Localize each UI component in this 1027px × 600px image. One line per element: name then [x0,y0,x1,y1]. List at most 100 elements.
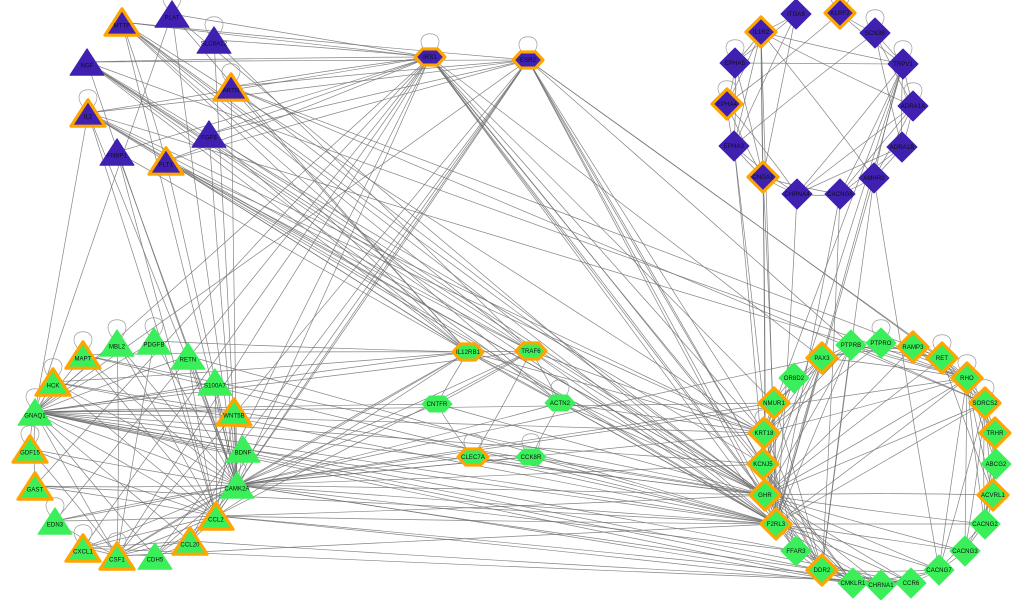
node-shape-diamond[interactable] [886,131,918,163]
node-shape-triangle[interactable] [196,26,232,54]
network-node[interactable]: CACNG2 [969,508,1001,540]
node-shape-diamond[interactable] [980,448,1012,480]
node-shape-diamond[interactable] [746,160,780,194]
node-shape-diamond[interactable] [950,361,984,395]
node-shape-diamond[interactable] [837,567,869,599]
node-shape-diamond[interactable] [858,162,890,194]
node-shape-triangle[interactable] [154,0,190,28]
network-node[interactable]: RHO [950,361,984,395]
node-shape-triangle[interactable] [212,72,250,102]
network-node[interactable]: SLC6A12 [196,26,232,54]
network-node[interactable]: CCR6 [895,567,927,599]
node-shape-diamond[interactable] [865,569,897,600]
network-node[interactable]: ITGA8 [780,0,812,30]
network-node[interactable]: TRPV1 [887,48,919,80]
network-node[interactable]: CCK8R [515,448,547,466]
node-shape-triangle[interactable] [191,120,227,148]
node-shape-diamond[interactable] [780,0,812,30]
network-node[interactable]: BDNF [225,435,261,463]
node-shape-diamond[interactable] [897,90,929,122]
node-shape-triangle[interactable] [99,329,135,357]
network-node[interactable]: SCN3B [859,17,891,49]
node-shape-hexagon[interactable] [451,342,485,362]
node-shape-diamond[interactable] [923,554,955,586]
network-node[interactable]: CHRNA1 [865,569,897,600]
node-shape-triangle[interactable] [171,526,209,556]
network-node[interactable]: ESR2 [511,50,545,70]
network-node[interactable]: KLRF2 [823,0,857,30]
node-shape-triangle[interactable] [69,98,107,128]
node-shape-triangle[interactable] [219,471,255,499]
node-shape-diamond[interactable] [865,327,897,359]
network-node[interactable]: CXCL1 [64,533,102,563]
network-node[interactable]: FNBP1 [99,138,135,166]
network-node[interactable]: EPHA3 [718,130,750,162]
network-node[interactable]: IRS1 [413,47,447,67]
network-node[interactable]: EPHA5 [719,47,751,79]
node-shape-triangle[interactable] [103,7,141,37]
network-node[interactable]: MTTP [103,7,141,37]
node-shape-triangle[interactable] [99,138,135,166]
node-shape-triangle[interactable] [98,541,136,571]
network-node[interactable]: FGF6 [191,120,227,148]
node-shape-hexagon[interactable] [413,47,447,67]
node-shape-triangle[interactable] [136,327,172,355]
network-node[interactable]: CLEC7A [456,447,490,467]
network-node[interactable]: PLAT [154,0,190,28]
node-shape-diamond[interactable] [949,535,981,567]
node-shape-triangle[interactable] [34,367,72,397]
network-node[interactable]: TRAF6 [514,341,548,361]
node-shape-diamond[interactable] [719,47,751,79]
node-shape-diamond[interactable] [746,447,780,481]
network-node[interactable]: HCK [34,367,72,397]
node-shape-diamond[interactable] [778,362,810,394]
node-shape-diamond[interactable] [887,48,919,80]
node-shape-diamond[interactable] [805,341,839,375]
node-shape-triangle[interactable] [170,342,206,370]
network-node[interactable]: ARTN [212,72,250,102]
network-node[interactable]: ADRA1A [897,90,929,122]
network-node[interactable]: MBL2 [99,329,135,357]
node-shape-triangle[interactable] [37,507,73,535]
network-node[interactable]: CACNG6 [824,178,856,210]
network-node[interactable]: GDF15 [11,434,49,464]
node-shape-diamond[interactable] [744,15,778,49]
network-node[interactable]: IL1R2 [744,15,778,49]
network-node[interactable]: ABCG2 [980,448,1012,480]
network-node[interactable]: PDGFB [136,327,172,355]
node-shape-diamond[interactable] [759,507,793,541]
node-shape-diamond[interactable] [780,535,812,567]
node-shape-diamond[interactable] [968,386,1002,420]
node-shape-diamond[interactable] [710,87,744,121]
node-shape-diamond[interactable] [978,416,1012,450]
node-shape-triangle[interactable] [69,48,105,76]
network-node[interactable]: ACVRL1 [976,478,1010,512]
node-shape-triangle[interactable] [225,435,261,463]
node-shape-diamond[interactable] [896,330,930,364]
node-shape-diamond[interactable] [757,386,791,420]
node-shape-diamond[interactable] [781,178,813,210]
node-shape-triangle[interactable] [16,471,54,501]
node-shape-diamond[interactable] [718,130,750,162]
node-shape-diamond[interactable] [824,178,856,210]
network-node[interactable]: IL12RB1 [451,342,485,362]
node-shape-diamond[interactable] [976,478,1010,512]
node-shape-hexagon[interactable] [456,447,490,467]
node-shape-diamond[interactable] [823,0,857,30]
network-node[interactable]: S100A7 [197,368,233,396]
node-shape-triangle[interactable] [64,340,102,370]
network-node[interactable]: RAMP3 [896,330,930,364]
network-node[interactable]: CACNG7 [923,554,955,586]
node-shape-diamond[interactable] [925,341,959,375]
node-shape-diamond[interactable] [748,478,782,512]
network-node[interactable]: CDH5 [137,542,173,570]
network-node[interactable]: PTPRB [835,329,867,361]
node-shape-hexagon[interactable] [421,395,453,413]
node-shape-triangle[interactable] [197,368,233,396]
node-shape-triangle[interactable] [147,146,185,176]
network-node[interactable]: RETN [170,342,206,370]
node-shape-hexagon[interactable] [515,448,547,466]
node-shape-hexagon[interactable] [511,50,545,70]
node-shape-diamond[interactable] [859,17,891,49]
